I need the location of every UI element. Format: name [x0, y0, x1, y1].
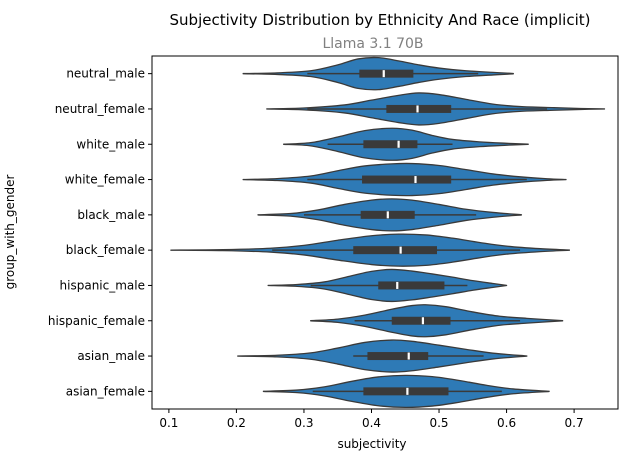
violin-iqr-box	[353, 246, 438, 255]
x-tick-label: 0.1	[159, 416, 178, 430]
violin-iqr-box	[363, 140, 418, 149]
y-tick-label: neutral_female	[55, 102, 145, 116]
violin-median	[406, 387, 409, 395]
x-tick-label: 0.3	[294, 416, 313, 430]
y-tick-label: asian_male	[77, 349, 145, 363]
chart-title: Subjectivity Distribution by Ethnicity A…	[170, 11, 591, 29]
x-tick-label: 0.4	[362, 416, 381, 430]
violin-iqr-box	[378, 281, 445, 290]
violin-iqr-box	[391, 316, 451, 325]
violin-iqr-box	[362, 175, 452, 184]
violins-layer	[170, 56, 606, 409]
violin-median	[407, 352, 410, 360]
y-tick-label: white_female	[65, 173, 145, 187]
y-axis-label: group_with_gender	[3, 175, 17, 290]
x-tick-label: 0.7	[565, 416, 584, 430]
y-tick-label: black_male	[77, 208, 145, 222]
plot-area	[151, 55, 619, 410]
violin-iqr-box	[367, 352, 429, 361]
violin-iqr-box	[359, 69, 414, 78]
violin-median	[416, 105, 419, 113]
y-tick-label: black_female	[66, 243, 145, 257]
y-tick-label: asian_female	[66, 384, 145, 398]
violin-median	[414, 176, 417, 184]
violin-median	[397, 140, 400, 148]
violin-median	[386, 211, 389, 219]
violin-median	[396, 281, 399, 289]
x-axis: 0.1 0.2 0.3 0.4 0.5 0.6 0.7	[159, 409, 584, 430]
x-tick-label: 0.2	[227, 416, 246, 430]
y-axis: neutral_male neutral_female white_malewhit…	[48, 67, 152, 398]
y-tick-label: hispanic_female	[48, 314, 145, 328]
y-tick-label: neutral_male	[66, 67, 145, 81]
y-tick-label: hispanic_male	[60, 278, 145, 292]
chart-subtitle: Llama 3.1 70B	[322, 36, 423, 52]
violin-iqr-box	[386, 104, 452, 113]
violin-median	[382, 70, 385, 78]
y-tick-label: white_male	[76, 137, 145, 151]
violin-median	[399, 246, 402, 254]
violin-iqr-box	[363, 387, 449, 396]
x-axis-label: subjectivity	[337, 437, 406, 451]
x-tick-label: 0.6	[497, 416, 516, 430]
x-tick-label: 0.5	[429, 416, 448, 430]
violin-median	[421, 317, 425, 325]
